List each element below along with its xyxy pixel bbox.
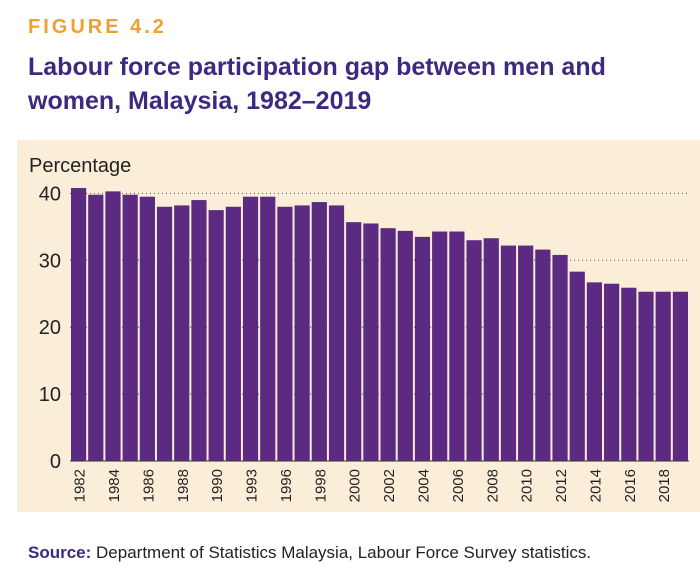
- bar-2001: [363, 223, 379, 461]
- bar-2016: [621, 287, 637, 461]
- x-tick-label-2008: 2008: [484, 469, 501, 502]
- y-axis-label: Percentage: [29, 155, 131, 177]
- bar-2014: [586, 282, 603, 461]
- chart-panel: Percentage 0 10 20 30 40 1982 1984 1986 1988 199…: [17, 140, 700, 512]
- source-note: Source: Department of Statistics Malaysi…: [28, 543, 591, 563]
- y-tick-label: 10: [39, 384, 61, 406]
- x-tick-label-2014: 2014: [587, 469, 604, 502]
- bar-2006: [449, 231, 465, 461]
- x-tick-label-1993: 1993: [244, 469, 261, 502]
- bar-1988: [174, 205, 190, 461]
- x-tick-label-1982: 1982: [72, 469, 89, 502]
- bar-2007: [466, 240, 482, 461]
- bar-2000: [346, 222, 362, 461]
- x-tick-label-1990: 1990: [209, 469, 226, 502]
- bar-1997: [294, 205, 310, 461]
- bar-1986: [139, 196, 155, 462]
- x-tick-labels: 1982 1984 1986 1988 1990 1993 1996 1998 2000 2002…: [72, 469, 674, 502]
- x-tick-label-1988: 1988: [175, 469, 192, 502]
- bar-1995: [260, 196, 276, 462]
- x-tick-label-1986: 1986: [140, 469, 157, 502]
- source-text: Department of Statistics Malaysia, Labou…: [91, 543, 592, 562]
- x-tick-label-2016: 2016: [622, 469, 639, 502]
- bar-1999: [328, 205, 345, 461]
- x-tick-label-2002: 2002: [381, 469, 398, 502]
- bars: [71, 188, 688, 462]
- bar-1983: [88, 194, 104, 461]
- y-tick-label: 20: [39, 317, 61, 339]
- bar-chart: Percentage 0 10 20 30 40 1982 1984 1986 1988 199…: [29, 155, 689, 502]
- bar-1984: [105, 191, 121, 461]
- bar-2008: [483, 238, 499, 461]
- x-tick-label-1996: 1996: [278, 469, 295, 502]
- bar-2011: [535, 249, 551, 461]
- x-tick-label-2004: 2004: [415, 469, 432, 502]
- bar-2012: [552, 254, 568, 461]
- bar-2013: [569, 271, 585, 461]
- source-label: Source:: [28, 543, 92, 562]
- x-tick-label-2018: 2018: [656, 469, 673, 502]
- x-tick-label-1998: 1998: [312, 469, 329, 502]
- bar-2003: [397, 230, 413, 461]
- bar-2002: [380, 228, 396, 461]
- bar-1996: [277, 206, 293, 461]
- bar-1990: [208, 210, 224, 461]
- x-tick-label-2006: 2006: [450, 469, 467, 502]
- bar-2019: [672, 291, 688, 461]
- bar-2015: [604, 283, 620, 461]
- bar-2009: [500, 245, 517, 461]
- bar-1982: [71, 188, 87, 461]
- y-tick-labels: 0 10 20 30 40: [39, 183, 61, 473]
- bar-2010: [518, 245, 534, 461]
- bar-1993: [242, 196, 259, 462]
- bar-2004: [414, 236, 431, 461]
- x-tick-label-2010: 2010: [519, 469, 536, 502]
- bar-1992: [225, 206, 241, 461]
- bar-2017: [638, 291, 654, 461]
- figure-title: Labour force participation gap between m…: [28, 53, 606, 115]
- x-tick-label-1984: 1984: [106, 469, 123, 502]
- x-tick-label-2000: 2000: [347, 469, 364, 502]
- y-tick-label: 30: [39, 250, 61, 272]
- bar-1989: [191, 200, 207, 461]
- y-tick-label: 40: [39, 183, 61, 205]
- bar-1985: [122, 194, 138, 461]
- bar-2018: [655, 291, 671, 461]
- bar-1987: [156, 206, 173, 461]
- bar-2005: [432, 231, 448, 461]
- y-tick-label: 0: [50, 451, 61, 473]
- x-tick-label-2012: 2012: [553, 469, 570, 502]
- figure-label: FIGURE 4.2: [28, 16, 167, 38]
- bar-1998: [311, 202, 327, 461]
